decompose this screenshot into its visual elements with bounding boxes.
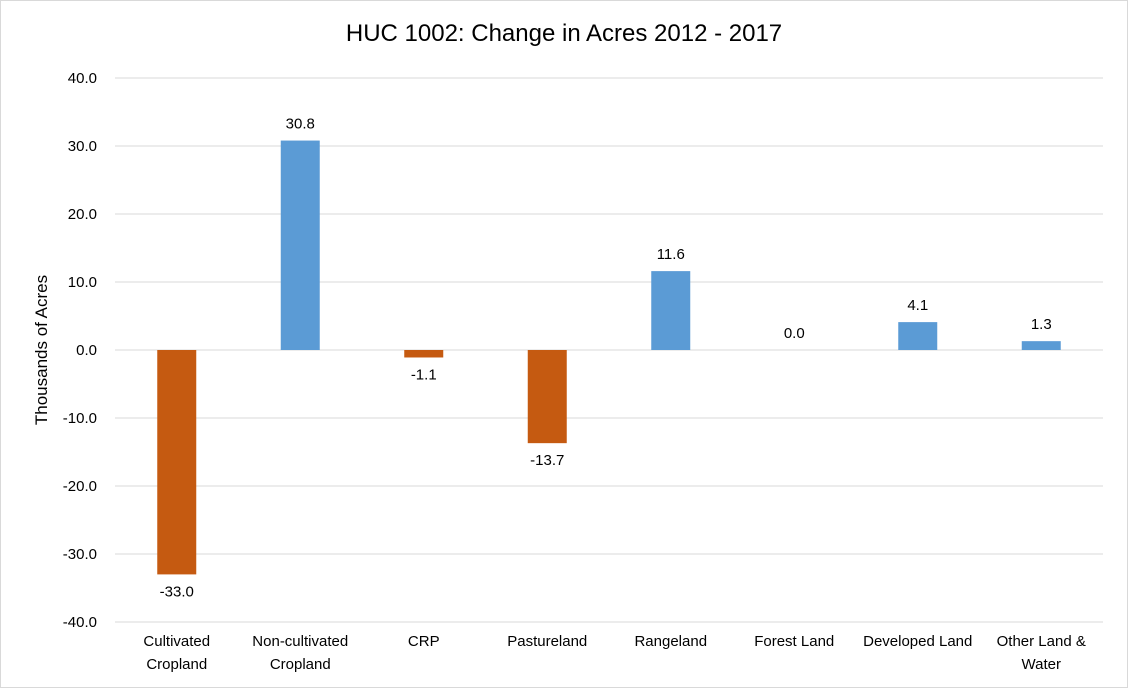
data-label: 4.1 (907, 297, 928, 314)
y-axis-label: Thousands of Acres (32, 275, 51, 425)
x-tick-label: CRP (408, 633, 440, 650)
bar (157, 350, 197, 575)
data-label: -33.0 (160, 583, 194, 600)
bar (527, 350, 567, 444)
x-tick-label: Cultivated (143, 633, 210, 650)
data-label: 30.8 (286, 116, 315, 133)
x-tick-label: Cropland (146, 656, 207, 673)
x-tick-label: Non-cultivated (252, 633, 348, 650)
y-tick-label: 0.0 (76, 342, 97, 359)
data-label: -13.7 (530, 452, 564, 469)
x-tick-label: Cropland (270, 656, 331, 673)
data-label: -1.1 (411, 366, 437, 383)
bar (404, 350, 444, 358)
bar (651, 271, 691, 350)
y-tick-label: 40.0 (68, 70, 97, 87)
y-tick-label: 20.0 (68, 206, 97, 223)
y-tick-label: -10.0 (63, 410, 97, 427)
data-label: 0.0 (784, 325, 805, 342)
y-tick-label: -30.0 (63, 546, 97, 563)
data-label: 11.6 (657, 246, 685, 263)
x-tick-label: Developed Land (863, 633, 972, 650)
y-tick-label: 10.0 (68, 274, 97, 291)
bar (280, 140, 320, 350)
chart-title: HUC 1002: Change in Acres 2012 - 2017 (345, 20, 783, 47)
y-tick-label: 30.0 (68, 138, 97, 155)
x-tick-label: Pastureland (507, 633, 587, 650)
x-tick-label: Forest Land (754, 633, 834, 650)
x-tick-label: Rangeland (634, 633, 707, 650)
x-tick-label: Water (1022, 656, 1061, 673)
x-tick-label: Other Land & (997, 633, 1086, 650)
y-tick-label: -20.0 (63, 478, 97, 495)
bar (1021, 341, 1061, 350)
y-tick-label: -40.0 (63, 614, 97, 631)
bar (898, 322, 938, 350)
data-label: 1.3 (1031, 316, 1052, 333)
